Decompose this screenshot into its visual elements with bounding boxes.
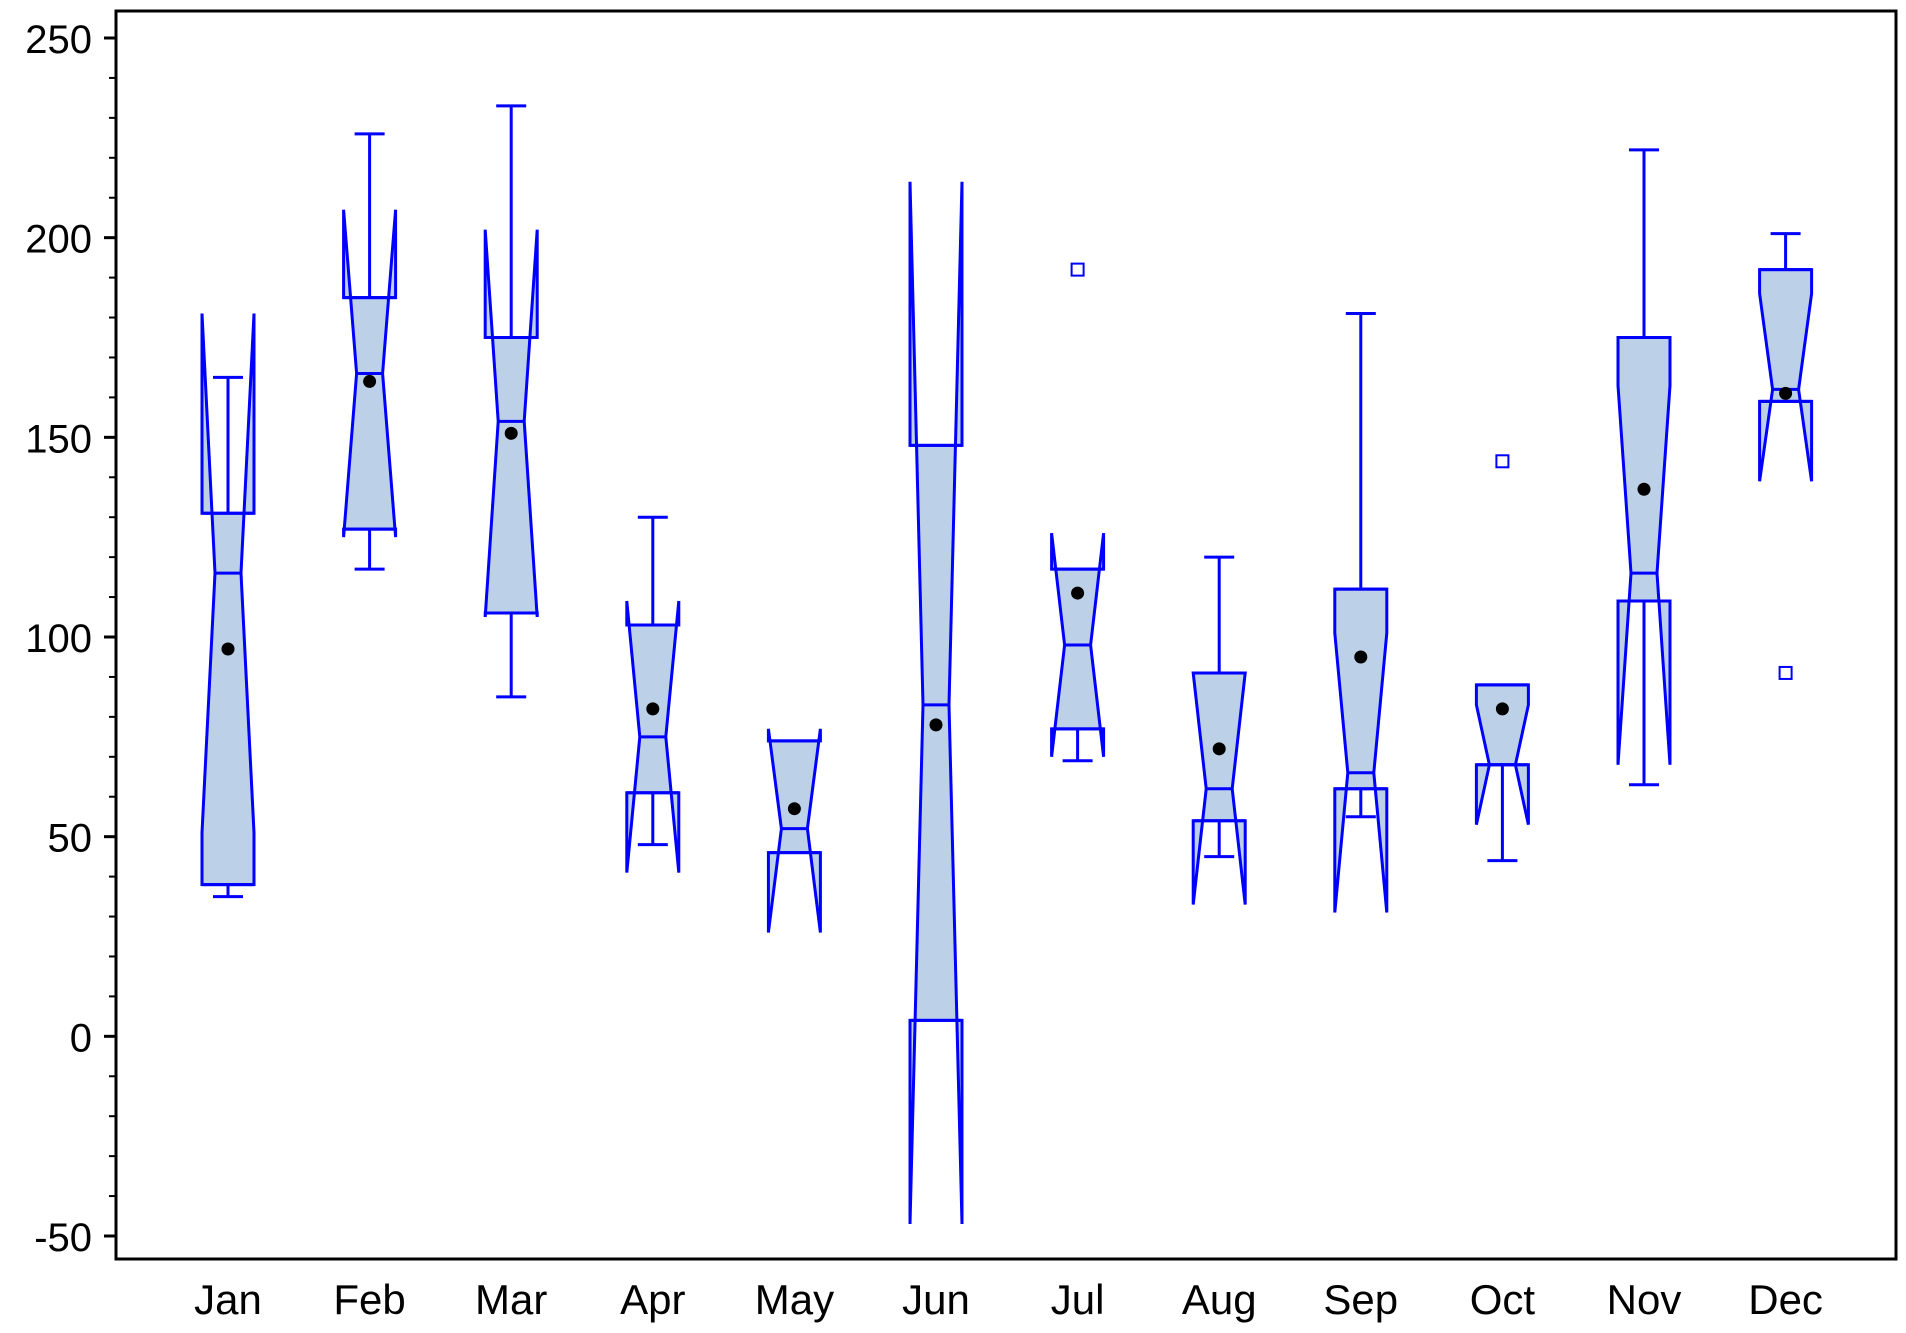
outlier-marker [1495,454,1510,469]
mean-marker [1495,702,1509,716]
y-tick-label: -50 [34,1216,92,1260]
box-mar [483,104,539,699]
box-jul [1050,262,1106,763]
mean-marker [1354,650,1368,664]
outlier-marker [1070,262,1085,277]
y-tick-label: 100 [25,617,92,661]
box-aug [1191,555,1247,905]
mean-marker [1637,482,1651,496]
box-jan [200,313,256,899]
x-tick-label: May [755,1276,834,1323]
x-tick-label: Apr [620,1276,685,1323]
box-oct [1474,454,1530,863]
x-tick-label: Jan [194,1276,262,1323]
outlier-marker [1778,665,1793,680]
box-dec [1758,232,1814,680]
box-may [766,728,822,933]
box-sep [1333,312,1389,913]
x-tick-label: Mar [475,1276,547,1323]
mean-marker [1779,386,1793,400]
plot-area-frame [114,9,1898,1261]
y-axis: -50 0 50 100 150 200 250 [25,18,116,1260]
x-tick-label: Jun [902,1276,970,1323]
x-tick-label: Dec [1748,1276,1823,1323]
box-jun [908,181,964,1225]
y-tick-label: 150 [25,417,92,461]
mean-marker [1071,586,1085,600]
y-tick-label: 250 [25,18,92,62]
x-tick-label: Oct [1470,1276,1536,1323]
x-tick-label: Jul [1051,1276,1105,1323]
mean-marker [929,718,943,732]
box-nov [1616,148,1672,787]
box-feb [342,132,398,571]
y-tick-label: 50 [48,817,93,861]
x-axis: Jan Feb Mar Apr May Jun Jul Aug Sep Oct Nov Dec [194,1276,1823,1323]
boxes-layer [200,104,1814,1225]
mean-marker [787,802,801,816]
mean-marker [221,642,235,656]
x-tick-label: Aug [1182,1276,1257,1323]
y-tick-label: 200 [25,218,92,262]
mean-marker [363,374,377,388]
x-tick-label: Sep [1323,1276,1398,1323]
x-tick-label: Feb [333,1276,405,1323]
mean-marker [646,702,660,716]
y-tick-label: 0 [70,1016,92,1060]
mean-marker [504,426,518,440]
x-tick-label: Nov [1607,1276,1682,1323]
mean-marker [1212,742,1226,756]
box-apr [625,515,681,873]
